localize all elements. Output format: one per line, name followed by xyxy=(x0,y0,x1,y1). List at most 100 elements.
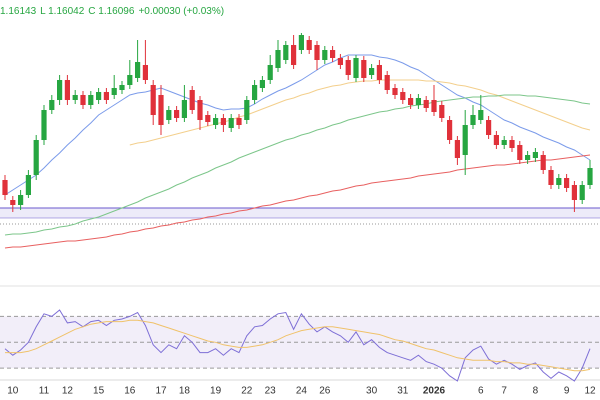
candle-body xyxy=(548,170,554,185)
candle-body xyxy=(213,118,219,125)
candle-body xyxy=(259,80,265,88)
support-zone xyxy=(0,208,600,218)
candle-body xyxy=(431,100,437,112)
candle-body xyxy=(18,195,24,205)
candle-body xyxy=(384,75,390,90)
candle-body xyxy=(166,110,172,120)
candle-body xyxy=(579,185,585,200)
candle-body xyxy=(478,110,484,120)
x-tick-label: 16 xyxy=(124,386,136,397)
candle-body xyxy=(220,118,226,125)
rsi-line xyxy=(4,309,591,382)
rsi-line xyxy=(5,319,591,372)
candle-body xyxy=(447,120,453,140)
candle-body xyxy=(361,60,367,78)
candle-body xyxy=(174,110,180,118)
x-tick-label: 30 xyxy=(366,386,378,397)
x-tick-label: 11 xyxy=(39,386,50,397)
candle-body xyxy=(486,120,492,135)
price-panel xyxy=(0,33,600,249)
candle-body xyxy=(353,58,359,78)
candle-body xyxy=(10,200,16,205)
x-tick-label: 12 xyxy=(62,386,74,397)
x-tick-label: 31 xyxy=(397,386,409,397)
candle-body xyxy=(267,65,273,80)
candle-body xyxy=(41,110,47,140)
candle-body xyxy=(33,140,39,175)
x-tick-label: 8 xyxy=(533,386,539,397)
candle-body xyxy=(158,95,164,125)
candle-body xyxy=(470,115,476,125)
header-item: +0.00030 (+0.03%) xyxy=(138,6,224,17)
candle-body xyxy=(127,75,133,85)
ohlc-header: 1.16143 L 1.16042 C 1.16096 +0.00030 (+0.03… xyxy=(0,6,224,17)
moving-average xyxy=(129,79,591,146)
x-tick-label: 18 xyxy=(179,386,191,397)
candle-body xyxy=(330,50,336,58)
candle-body xyxy=(2,180,8,195)
candle-body xyxy=(400,92,406,100)
candle-body xyxy=(509,140,515,148)
candle-body xyxy=(454,140,460,158)
candle-body xyxy=(103,92,109,100)
candle-body xyxy=(119,85,125,90)
candle-body xyxy=(25,175,31,195)
candle-body xyxy=(501,140,507,145)
x-tick-label: 24 xyxy=(296,386,308,397)
moving-average xyxy=(4,94,591,236)
candle-body xyxy=(556,178,562,185)
candle-body xyxy=(415,98,421,105)
candle-body xyxy=(306,40,312,50)
candle-body xyxy=(197,100,203,120)
candle-body xyxy=(369,68,375,75)
candle-body xyxy=(228,118,234,128)
candle-body xyxy=(423,100,429,108)
x-tick-label: 23 xyxy=(265,386,277,397)
candle-body xyxy=(525,155,531,160)
x-tick-label: 22 xyxy=(241,386,253,397)
candle-body xyxy=(135,62,141,78)
moving-average xyxy=(4,54,591,196)
x-tick-label: 12 xyxy=(584,386,596,397)
candle-body xyxy=(462,125,468,155)
candle-body xyxy=(111,88,117,95)
x-tick-label: 2026 xyxy=(423,386,446,397)
x-tick-label: 15 xyxy=(93,386,105,397)
x-tick-label: 19 xyxy=(210,386,222,397)
candle-body xyxy=(345,60,351,75)
rsi-panel xyxy=(0,309,600,382)
x-tick-label: 26 xyxy=(319,386,331,397)
candle-body xyxy=(408,98,414,105)
candle-body xyxy=(72,95,78,100)
candle-body xyxy=(64,80,70,100)
header-item: L 1.16042 xyxy=(40,6,85,17)
candle-body xyxy=(564,178,570,188)
candle-body xyxy=(517,145,523,160)
candle-body xyxy=(181,100,187,118)
candle-body xyxy=(150,85,156,115)
candle-body xyxy=(298,35,304,50)
candle-body xyxy=(337,58,343,65)
candle-body xyxy=(439,105,445,118)
candle-body xyxy=(142,65,148,80)
candle-body xyxy=(96,92,102,100)
candle-body xyxy=(252,85,258,100)
candle-body xyxy=(244,100,250,120)
header-item: C 1.16096 xyxy=(88,6,135,17)
x-tick-label: 6 xyxy=(478,386,484,397)
candle-body xyxy=(80,95,86,105)
candle-body xyxy=(189,90,195,110)
candle-body xyxy=(493,135,499,145)
candle-body xyxy=(376,65,382,80)
candle-body xyxy=(322,50,328,60)
candle-body xyxy=(236,118,242,125)
candle-body xyxy=(49,100,55,110)
candle-body xyxy=(392,88,398,95)
x-tick-label: 7 xyxy=(501,386,507,397)
candle-body xyxy=(275,50,281,68)
candle-body xyxy=(587,168,593,185)
header-item: 1.16143 xyxy=(0,6,37,17)
candle-body xyxy=(205,115,211,122)
